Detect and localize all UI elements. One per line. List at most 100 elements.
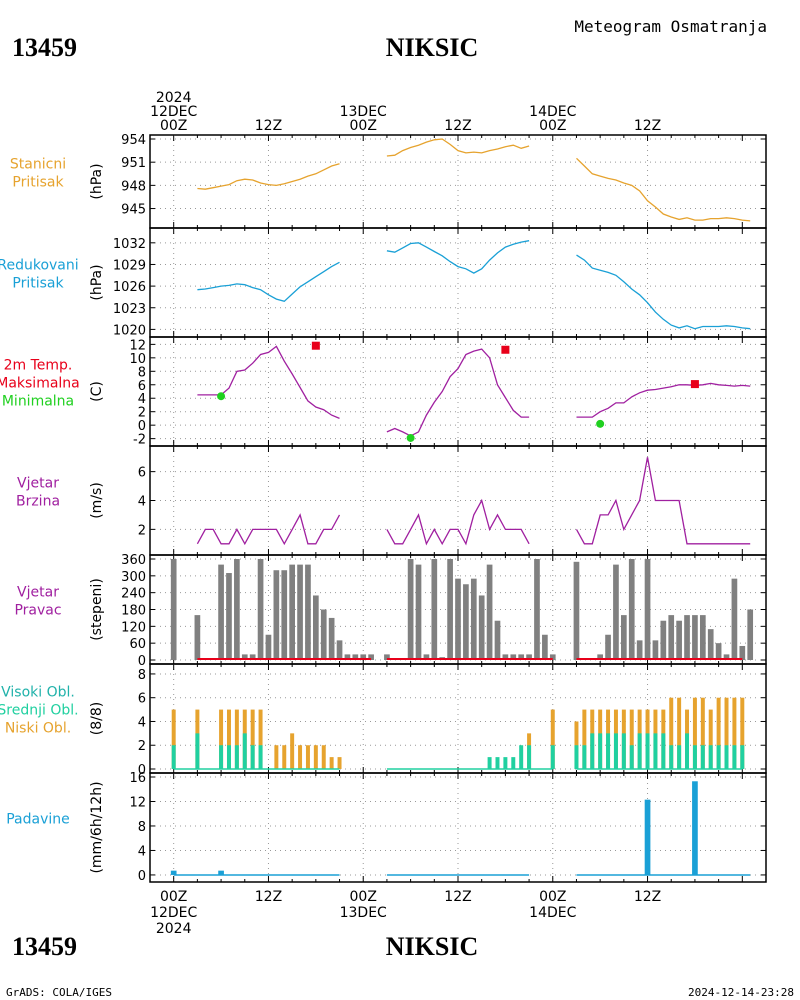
top-time-label: 12Z xyxy=(444,118,471,134)
y-tick-label: 6 xyxy=(138,692,146,707)
mid-cloud-bar xyxy=(708,745,713,769)
direction-bar xyxy=(723,654,730,660)
direction-bar xyxy=(234,559,240,660)
top-time-label: 12Z xyxy=(255,118,282,134)
y-tick-label: 0 xyxy=(138,869,146,884)
panel-frame xyxy=(149,227,767,338)
y-tick-label: 0 xyxy=(138,419,146,434)
low-cloud-bar xyxy=(305,745,310,769)
bottom-time-label: 00Z xyxy=(160,889,187,905)
direction-bar xyxy=(676,620,682,660)
panel-title-line: Maksimalna xyxy=(0,376,80,392)
direction-bar xyxy=(257,559,264,660)
mid-cloud-bar xyxy=(195,733,200,769)
y-tick-label: 1026 xyxy=(113,280,146,295)
y-tick-label: 945 xyxy=(121,203,146,218)
mid-cloud-bar xyxy=(637,733,642,769)
precip-bar xyxy=(218,870,224,875)
direction-bar xyxy=(265,634,272,660)
low-cloud-bar xyxy=(716,697,721,769)
direction-bar xyxy=(739,645,746,660)
y-tick-label: 948 xyxy=(121,179,146,194)
max-temp-marker xyxy=(501,345,510,354)
direction-bar xyxy=(731,578,738,660)
panel-title-line: Redukovani xyxy=(0,258,79,274)
min-temp-marker xyxy=(596,419,605,428)
mid-cloud-bar xyxy=(550,745,555,769)
series-line xyxy=(196,513,341,546)
y-axis-label: (stepeni) xyxy=(89,578,105,641)
mid-cloud-bar xyxy=(511,757,516,769)
low-cloud-bar xyxy=(708,709,713,769)
mid-cloud-bar xyxy=(258,745,263,769)
low-cloud-bar xyxy=(313,745,318,769)
mid-cloud-bar xyxy=(621,733,626,769)
y-tick-label: 0 xyxy=(138,654,146,669)
mid-cloud-bar xyxy=(677,745,682,769)
direction-bar xyxy=(226,573,232,660)
mid-cloud-bar xyxy=(582,745,587,769)
panel-title-line: Stanicni xyxy=(10,157,66,173)
header-station-name: NIKSIC xyxy=(386,33,478,62)
direction-bar xyxy=(431,559,438,660)
mid-cloud-bar xyxy=(645,733,650,769)
min-temp-marker xyxy=(217,392,226,401)
direction-bar xyxy=(368,654,374,660)
direction-bar xyxy=(747,609,754,660)
mid-cloud-bar xyxy=(598,733,603,769)
top-time-label: 12DEC xyxy=(150,104,197,120)
y-tick-label: 2 xyxy=(138,406,146,421)
y-tick-label: 954 xyxy=(121,133,146,148)
mid-cloud-bar xyxy=(226,745,231,769)
direction-bar xyxy=(699,615,706,660)
direction-bar xyxy=(289,564,295,660)
y-tick-label: 2 xyxy=(138,523,146,538)
y-axis-label: (hPa) xyxy=(89,163,105,199)
y-tick-label: 12 xyxy=(129,795,146,810)
direction-bar xyxy=(597,654,603,660)
direction-bar xyxy=(549,654,556,660)
y-tick-label: 360 xyxy=(121,553,146,568)
mid-cloud-bar xyxy=(242,733,247,769)
direction-bar xyxy=(305,564,311,660)
series-line xyxy=(386,498,530,546)
y-tick-label: 951 xyxy=(121,156,146,171)
bottom-time-label: 2024 xyxy=(156,921,192,937)
mid-cloud-bar xyxy=(234,745,239,769)
panel-title-line: Pritisak xyxy=(12,276,64,292)
low-cloud-bar xyxy=(692,697,697,769)
mid-cloud-bar xyxy=(653,733,658,769)
low-cloud-bar xyxy=(677,697,682,769)
direction-bar xyxy=(534,559,540,660)
y-tick-label: 1032 xyxy=(113,237,146,252)
panel-title-line: Padavine xyxy=(6,812,70,828)
bottom-time-label: 00Z xyxy=(539,889,566,905)
mid-cloud-bar xyxy=(574,745,579,769)
low-cloud-bar xyxy=(226,709,231,769)
direction-bar xyxy=(384,654,390,660)
top-time-label: 13DEC xyxy=(340,104,387,120)
series-line xyxy=(575,457,751,545)
top-time-label: 14DEC xyxy=(529,104,576,120)
top-time-label: 00Z xyxy=(350,118,377,134)
y-tick-label: -2 xyxy=(133,433,146,448)
y-tick-label: 4 xyxy=(138,715,146,730)
panel-reduced_pressure: 1020 1023 1026 1029 1032 (hPa) Redukovani Priti… xyxy=(0,227,767,338)
direction-bar xyxy=(313,595,319,660)
low-cloud-bar xyxy=(298,745,303,769)
direction-bar xyxy=(684,615,690,660)
panel-title-line: Niski Obl. xyxy=(5,721,71,737)
direction-bar xyxy=(644,559,651,660)
y-tick-label: 1029 xyxy=(113,258,146,273)
y-tick-label: 300 xyxy=(121,570,146,585)
y-axis-label: (8/8) xyxy=(89,702,105,735)
mid-cloud-bar xyxy=(250,745,255,769)
panel-title-line: Vjetar xyxy=(17,476,59,492)
mid-cloud-bar xyxy=(503,757,508,769)
mid-cloud-bar xyxy=(519,745,524,769)
direction-bar xyxy=(320,609,327,660)
min-temp-marker xyxy=(406,433,415,442)
mid-cloud-bar xyxy=(692,745,697,769)
mid-cloud-bar xyxy=(669,745,674,769)
panel-title-line: Vjetar xyxy=(17,585,59,601)
